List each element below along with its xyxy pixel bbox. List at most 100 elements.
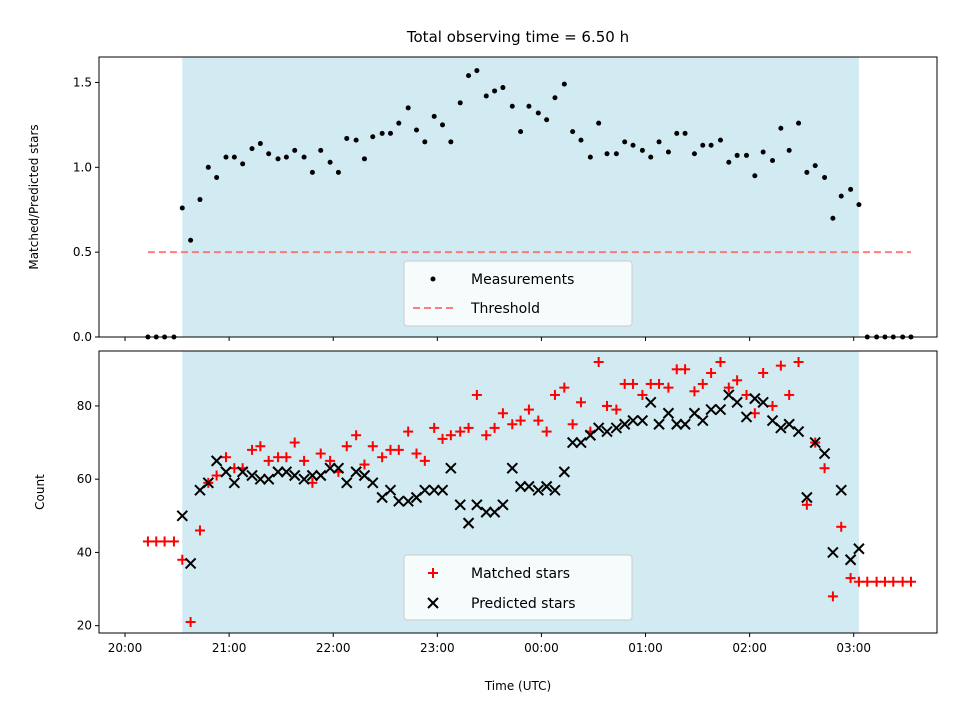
measurement-point: [283, 154, 289, 160]
measurement-point: [778, 125, 784, 131]
predicted-stars-point: [749, 392, 761, 405]
measurement-point: [405, 105, 411, 111]
predicted-stars-point: [809, 436, 821, 449]
predicted-stars-point: [792, 425, 805, 438]
measurement-point: [570, 129, 576, 135]
predicted-stars-point: [254, 473, 267, 485]
matched-stars-point: [281, 452, 292, 463]
matched-stars-point: [455, 426, 466, 437]
predicted-stars-point: [757, 396, 769, 408]
matched-stars-point: [663, 382, 674, 393]
measurement-point: [361, 156, 367, 162]
predicted-stars-point: [350, 466, 362, 478]
measurement-point: [188, 237, 194, 243]
x-tick-label: 23:00: [420, 641, 455, 655]
measurement-point: [544, 117, 550, 123]
measurement-point: [796, 120, 802, 126]
measurement-point: [223, 154, 229, 160]
predicted-stars-point: [549, 484, 561, 496]
predicted-stars-point: [714, 403, 727, 416]
predicted-stars-point: [298, 473, 310, 485]
matched-stars-point: [437, 433, 448, 444]
measurement-point: [353, 137, 359, 143]
measurement-point: [596, 120, 602, 126]
measurement-point: [249, 146, 255, 152]
matched-stars-point: [359, 459, 370, 470]
measurement-point: [630, 142, 636, 148]
matched-stars-point: [523, 404, 534, 415]
matched-stars-point: [497, 408, 508, 419]
matched-stars-point: [784, 389, 795, 400]
matched-stars-point: [836, 521, 847, 532]
measurement-point: [457, 100, 463, 106]
matched-stars-point: [697, 378, 708, 389]
predicted-stars-point: [532, 484, 545, 496]
legend-matched-marker: [428, 568, 438, 578]
matched-stars-point: [393, 444, 404, 455]
legend-measurements-marker: [430, 276, 436, 282]
y-tick-label: 20: [77, 619, 92, 633]
measurement-point: [648, 154, 654, 160]
count-plot-frame: [98, 350, 938, 634]
predicted-stars-point: [801, 491, 813, 504]
measurement-point: [587, 154, 593, 160]
measurement-point: [344, 135, 350, 141]
y-tick-label: 0.5: [73, 245, 92, 259]
matched-stars-point: [602, 400, 613, 411]
predicted-stars-point: [184, 557, 197, 570]
predicted-stars-point: [827, 546, 839, 559]
predicted-stars-point: [462, 517, 475, 529]
predicted-stars-point: [428, 484, 440, 496]
measurement-point: [700, 142, 706, 148]
measurement-point: [734, 152, 740, 158]
time-x-axis: 20:00 21:00 22:00 23:00 00:00 01:00 02:00 03:00: [108, 633, 871, 655]
measurement-point: [422, 139, 428, 145]
matched-stars-point: [351, 430, 362, 441]
count-y-axis-label: Count: [33, 474, 47, 510]
measurement-point: [309, 169, 315, 175]
predicted-stars-point: [497, 499, 509, 511]
predicted-stars-point: [540, 480, 553, 493]
ratio-legend: Measurements Threshold: [403, 260, 633, 327]
measurement-point: [726, 159, 732, 165]
predicted-stars-point: [740, 411, 753, 423]
measurement-point: [604, 151, 610, 157]
ratio-plot-frame: [98, 56, 938, 338]
measurement-point: [804, 169, 810, 175]
matched-stars-point: [567, 419, 578, 430]
y-tick-label: 1.5: [73, 75, 92, 89]
predicted-stars-point: [315, 469, 327, 482]
legend-matched-label: Matched stars: [471, 566, 570, 582]
matched-stars-point: [533, 415, 544, 426]
predicted-stars-point: [384, 484, 397, 496]
matched-stars-point: [654, 378, 665, 389]
predicted-stars-point: [679, 418, 691, 430]
matched-stars-point: [341, 441, 352, 452]
predicted-stars-point: [775, 422, 787, 434]
matched-stars-point: [628, 378, 639, 389]
count-legend: Matched stars Predicted stars: [403, 554, 633, 621]
predicted-stars-point: [566, 436, 579, 449]
matched-stars-point: [463, 422, 474, 433]
predicted-stars-point: [783, 418, 795, 430]
matched-stars-point: [905, 576, 916, 587]
matched-stars-point: [819, 463, 830, 474]
measurement-point: [552, 95, 558, 101]
measurement-point: [179, 205, 185, 211]
x-tick-label: 21:00: [212, 641, 247, 655]
predicted-stars-point: [176, 510, 188, 522]
predicted-stars-point: [575, 436, 587, 449]
predicted-stars-point: [697, 414, 709, 427]
measurement-point: [665, 149, 671, 155]
predicted-stars-point: [445, 462, 457, 474]
predicted-stars-point: [653, 418, 665, 430]
x-tick-label: 20:00: [108, 641, 143, 655]
matched-stars-point: [159, 536, 170, 547]
predicted-stars-point: [436, 484, 449, 496]
measurement-point: [639, 147, 645, 153]
predicted-stars-point: [480, 506, 492, 518]
measurement-point: [301, 154, 307, 160]
x-tick-label: 03:00: [836, 641, 871, 655]
predicted-stars-point: [262, 473, 275, 485]
matched-stars-point: [507, 419, 518, 430]
